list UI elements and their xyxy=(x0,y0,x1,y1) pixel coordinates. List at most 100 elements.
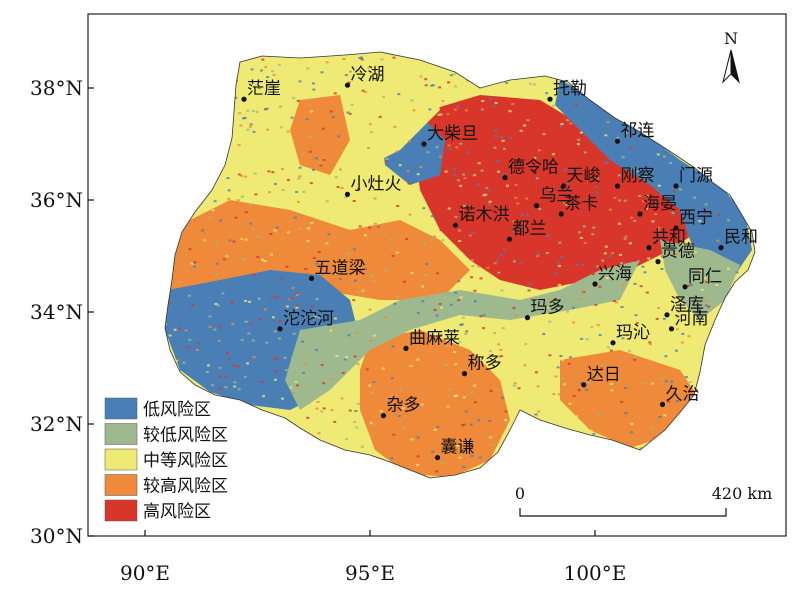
speckle xyxy=(706,278,709,281)
speckle xyxy=(618,253,622,256)
speckle xyxy=(659,236,663,239)
speckle xyxy=(260,69,263,72)
speckle xyxy=(407,140,411,143)
speckle xyxy=(231,181,235,184)
speckle xyxy=(225,255,229,258)
place-label: 囊谦 xyxy=(441,438,475,458)
speckle xyxy=(340,187,344,189)
speckle xyxy=(479,277,483,280)
speckle xyxy=(645,291,649,294)
speckle xyxy=(477,419,481,422)
speckle xyxy=(509,137,513,140)
speckle xyxy=(635,322,639,325)
place-label: 西宁 xyxy=(679,208,713,228)
place-dot xyxy=(610,340,616,346)
speckle xyxy=(263,361,267,364)
speckle xyxy=(407,344,411,347)
speckle xyxy=(439,334,443,337)
speckle xyxy=(405,238,408,240)
speckle xyxy=(517,387,521,390)
speckle xyxy=(494,102,498,104)
speckle xyxy=(302,190,306,193)
speckle xyxy=(657,307,660,309)
speckle xyxy=(358,57,362,60)
speckle xyxy=(238,112,242,115)
speckle xyxy=(480,108,484,111)
speckle xyxy=(398,164,402,167)
speckle xyxy=(395,251,399,254)
speckle xyxy=(667,253,671,256)
speckle xyxy=(193,265,197,268)
speckle xyxy=(333,420,337,423)
speckle xyxy=(580,291,584,294)
speckle xyxy=(457,280,461,283)
speckle xyxy=(271,171,275,174)
speckle xyxy=(335,399,339,402)
place-label: 门源 xyxy=(679,166,713,186)
speckle xyxy=(479,378,483,381)
speckle xyxy=(317,87,321,90)
speckle xyxy=(340,302,344,305)
speckle xyxy=(468,443,472,446)
longitude-axis: 90°E 95°E 100°E xyxy=(120,530,626,585)
speckle xyxy=(343,358,347,361)
speckle xyxy=(345,151,349,154)
speckle xyxy=(633,259,637,262)
speckle xyxy=(693,369,697,372)
speckle xyxy=(255,311,259,313)
speckle xyxy=(589,429,593,432)
speckle xyxy=(435,314,439,317)
speckle xyxy=(359,269,363,272)
speckle xyxy=(177,281,181,284)
speckle xyxy=(488,354,492,357)
speckle xyxy=(704,304,708,307)
place-dot xyxy=(547,96,553,102)
speckle xyxy=(633,219,637,222)
speckle xyxy=(460,323,464,326)
speckle xyxy=(317,432,321,435)
speckle xyxy=(566,310,570,313)
speckle xyxy=(558,264,561,267)
speckle xyxy=(534,371,538,374)
speckle xyxy=(655,317,659,320)
speckle xyxy=(704,211,708,214)
speckle xyxy=(361,89,365,92)
speckle xyxy=(250,68,254,71)
speckle xyxy=(654,213,658,216)
place-dot xyxy=(452,222,459,228)
speckle xyxy=(304,362,307,365)
speckle xyxy=(347,334,351,337)
place-label: 贵德 xyxy=(661,242,695,262)
speckle xyxy=(577,389,581,392)
speckle xyxy=(631,167,635,170)
speckle xyxy=(319,164,323,167)
speckle xyxy=(453,174,457,177)
speckle xyxy=(217,339,221,342)
place-dot xyxy=(380,413,387,419)
speckle xyxy=(380,273,384,276)
speckle xyxy=(511,151,515,154)
speckle xyxy=(289,386,293,389)
speckle xyxy=(628,349,631,352)
lat-tick-label: 38°N xyxy=(30,76,83,100)
speckle xyxy=(251,339,255,342)
speckle xyxy=(410,99,414,102)
place-dot xyxy=(664,312,670,318)
speckle xyxy=(263,308,267,311)
speckle xyxy=(445,130,449,133)
speckle xyxy=(214,273,218,276)
speckle xyxy=(563,383,566,386)
speckle xyxy=(293,290,296,293)
speckle xyxy=(481,100,485,102)
speckle xyxy=(260,381,264,383)
speckle xyxy=(271,316,275,319)
speckle xyxy=(331,99,334,102)
speckle xyxy=(504,410,508,413)
speckle xyxy=(458,240,462,242)
speckle xyxy=(248,300,251,303)
speckle xyxy=(370,131,374,134)
speckle xyxy=(637,397,640,400)
speckle xyxy=(456,444,460,447)
speckle xyxy=(341,371,345,374)
speckle xyxy=(546,306,550,309)
